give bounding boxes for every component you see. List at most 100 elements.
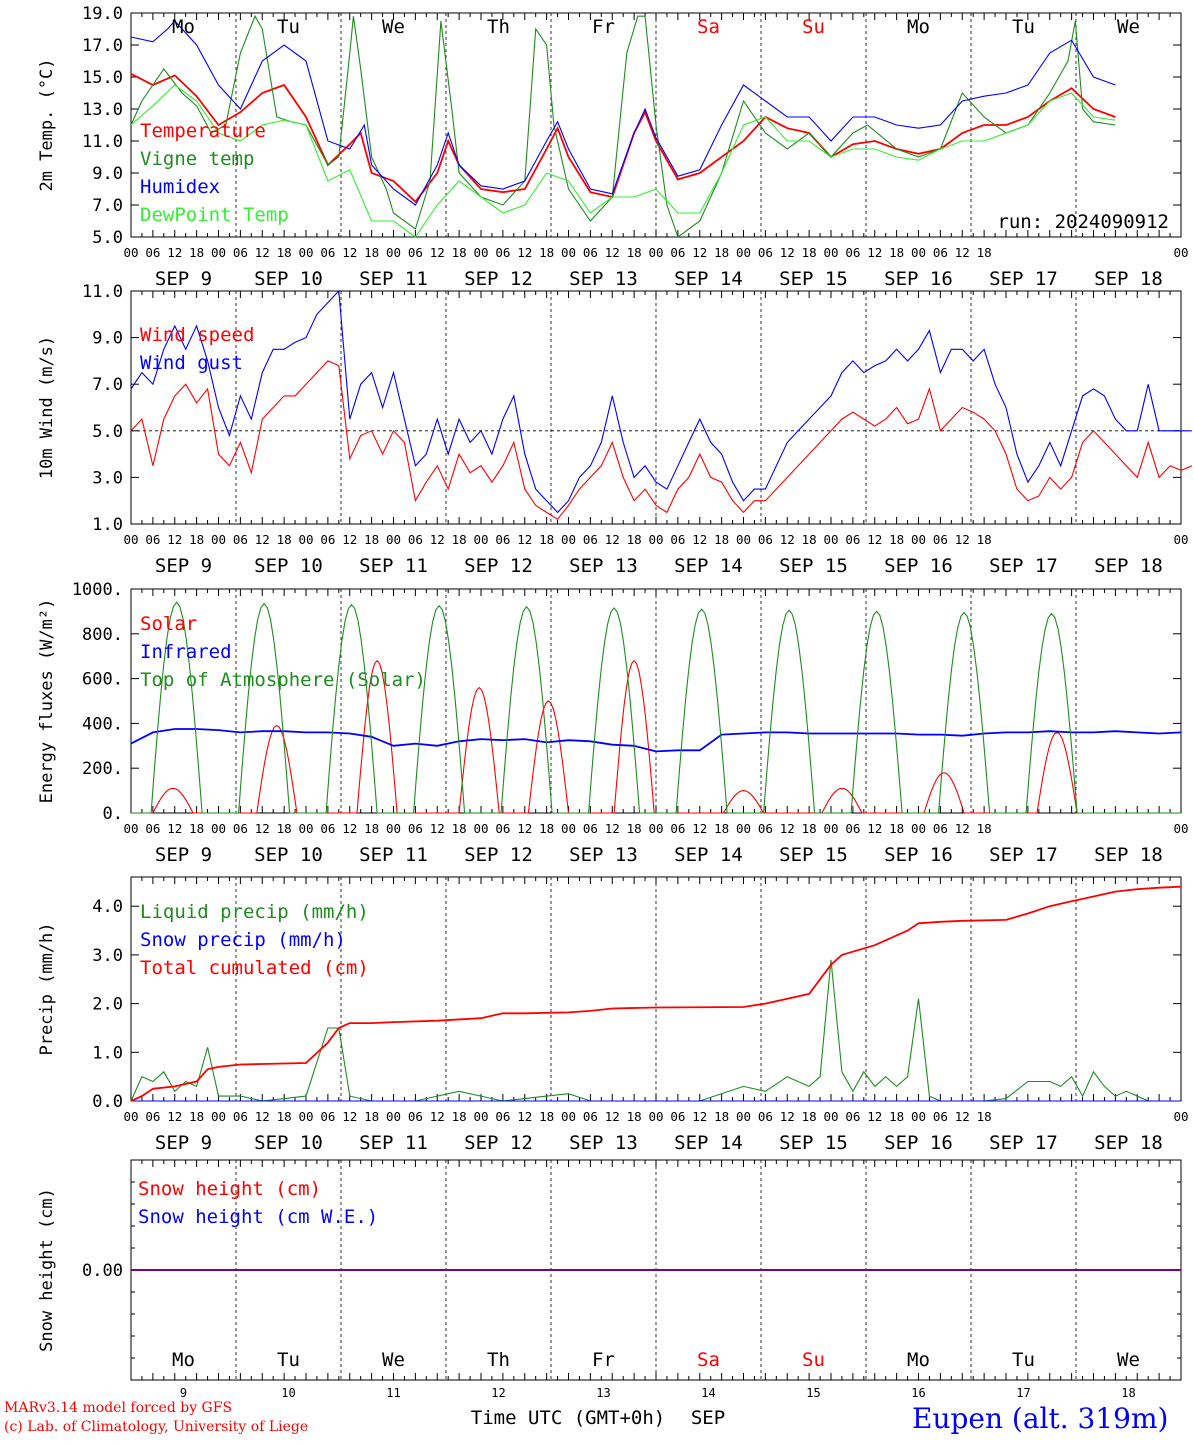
hour-tick-label: 00	[561, 532, 576, 547]
day-number-label: 11	[386, 1386, 400, 1400]
hour-tick-label: 00	[823, 245, 838, 260]
y-tick-label: 11.0	[82, 282, 123, 302]
hour-tick-label: 06	[320, 1109, 335, 1124]
hour-tick-label: 00	[561, 245, 576, 260]
hour-tick-label: 18	[364, 1109, 379, 1124]
model-credit-line1: MARv3.14 model forced by GFS	[4, 1400, 233, 1416]
date-label: SEP 15	[779, 844, 848, 866]
hour-tick-label: 06	[320, 821, 335, 836]
day-number-label: 9	[180, 1386, 187, 1400]
date-label: SEP 15	[779, 268, 848, 290]
date-label: SEP 10	[254, 268, 323, 290]
day-number-label: 17	[1016, 1386, 1030, 1400]
hour-tick-label: 06	[233, 245, 248, 260]
hour-tick-label: 18	[189, 1109, 204, 1124]
hour-tick-label: 12	[342, 1109, 357, 1124]
hour-tick-label: 12	[342, 532, 357, 547]
hour-tick-label: 12	[955, 245, 970, 260]
weekday-label: Mo	[172, 1349, 195, 1371]
series-line-wind-speed	[130, 360, 1193, 521]
legend-entry: Liquid precip (mm/h)	[140, 901, 369, 923]
weekday-label: Fr	[592, 1349, 615, 1371]
hour-tick-label: 18	[539, 245, 554, 260]
hour-tick-label: 12	[342, 245, 357, 260]
date-label: SEP 11	[359, 268, 428, 290]
hour-tick-label: 18	[627, 532, 642, 547]
hour-tick-label: 00	[473, 532, 488, 547]
date-label: SEP 12	[464, 1132, 533, 1154]
date-label: SEP 17	[989, 268, 1058, 290]
hour-tick-label: 12	[692, 245, 707, 260]
hour-tick-label: 06	[670, 532, 685, 547]
x-axis-label: Time UTC (GMT+0h)	[471, 1407, 665, 1429]
hour-tick-label: 12	[780, 532, 795, 547]
series-line-top-of-atmosphere-solar-	[131, 601, 1181, 814]
series-line-liquid-precip-mm-h-	[130, 959, 1181, 1102]
hour-tick-label: 12	[517, 1109, 532, 1124]
legend-entry: Total cumulated (cm)	[140, 957, 369, 979]
weekday-label: Mo	[907, 16, 930, 38]
hour-tick-label: 18	[189, 821, 204, 836]
day-number-label: 10	[281, 1386, 295, 1400]
weekday-label: Fr	[592, 16, 615, 38]
hour-tick-label: 00	[648, 821, 663, 836]
hour-tick-label: 06	[758, 532, 773, 547]
hour-tick-label: 00	[473, 1109, 488, 1124]
hour-tick-label: 00	[298, 821, 313, 836]
hour-tick-label: 06	[933, 1109, 948, 1124]
date-label: SEP 11	[359, 555, 428, 577]
hour-tick-label: 06	[758, 245, 773, 260]
hour-tick-label: 06	[758, 1109, 773, 1124]
date-label: SEP 12	[464, 844, 533, 866]
hour-tick-label: 18	[714, 821, 729, 836]
hour-tick-label: 00	[298, 245, 313, 260]
date-label: SEP 14	[674, 844, 743, 866]
hour-tick-label: 12	[955, 821, 970, 836]
hour-tick-label: 12	[692, 1109, 707, 1124]
hour-tick-label: 12	[780, 821, 795, 836]
hour-tick-label: 00	[123, 245, 138, 260]
hour-tick-label: 12	[605, 532, 620, 547]
hour-tick-label: 00	[911, 532, 926, 547]
y-tick-label: 15.0	[82, 68, 123, 88]
hour-tick-label: 06	[145, 532, 160, 547]
y-tick-label: 600.	[82, 670, 123, 690]
hour-tick-label: 00	[648, 245, 663, 260]
date-label: SEP 18	[1094, 555, 1163, 577]
hour-tick-label: 00	[911, 1109, 926, 1124]
date-label: SEP 12	[464, 268, 533, 290]
hour-tick-label: 00	[386, 1109, 401, 1124]
series-line-infrared	[130, 728, 1182, 753]
hour-tick-label: 12	[692, 821, 707, 836]
series-line-total-cumulated-cm-	[130, 885, 1182, 1102]
series-line-dewpoint-temp	[130, 84, 1116, 238]
hour-tick-label: 00	[736, 532, 751, 547]
hour-tick-label: 06	[845, 821, 860, 836]
date-label: SEP 9	[155, 844, 212, 866]
date-label: SEP 9	[155, 1132, 212, 1154]
hour-tick-label: 12	[167, 245, 182, 260]
hour-tick-label: 12	[605, 821, 620, 836]
weekday-label: Th	[487, 1349, 510, 1371]
y-tick-label: 4.0	[92, 897, 123, 917]
legend-entry: Snow height (cm)	[138, 1178, 321, 1200]
hour-tick-label: 18	[277, 532, 292, 547]
hour-tick-label: 18	[802, 532, 817, 547]
hour-tick-label: 18	[452, 821, 467, 836]
hour-tick-label: 00	[823, 532, 838, 547]
hour-tick-label: 18	[802, 1109, 817, 1124]
hour-tick-label: 18	[714, 532, 729, 547]
weekday-label: We	[382, 1349, 405, 1371]
date-label: SEP 15	[779, 1132, 848, 1154]
date-label: SEP 15	[779, 555, 848, 577]
y-tick-label: 2.0	[92, 995, 123, 1015]
hour-tick-label: 00	[298, 1109, 313, 1124]
hour-tick-label: 00	[561, 821, 576, 836]
y-axis-label: Precip (mm/h)	[37, 922, 57, 1055]
hour-tick-label: 12	[517, 245, 532, 260]
y-axis-label: Energy fluxes (W/m²)	[37, 599, 57, 804]
date-label: SEP 18	[1094, 268, 1163, 290]
hour-tick-label: 06	[495, 1109, 510, 1124]
hour-tick-label: 12	[167, 821, 182, 836]
hour-tick-label: 06	[408, 532, 423, 547]
